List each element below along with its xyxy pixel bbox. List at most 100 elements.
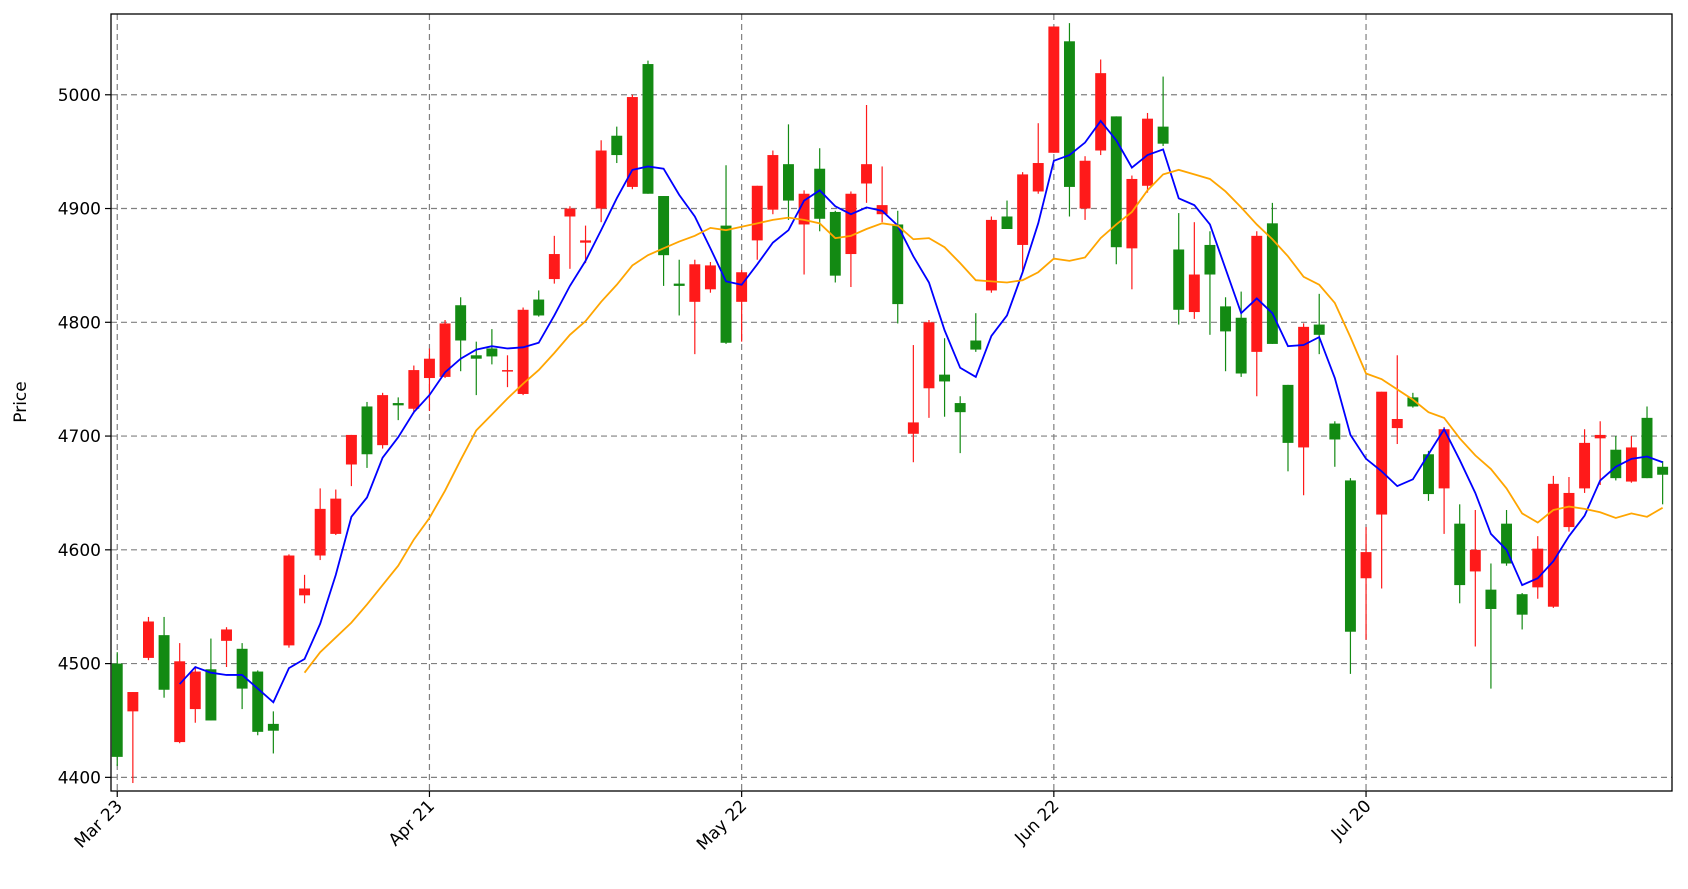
candle-body [1017, 174, 1029, 245]
y-tick-label: 4700 [58, 427, 101, 447]
candle-body [1157, 126, 1169, 144]
candle-body [580, 240, 592, 243]
candle-body [1220, 306, 1232, 332]
candle-body [751, 185, 763, 241]
candle-body [1344, 480, 1356, 632]
candle-body [814, 168, 826, 219]
candle-body [470, 355, 482, 359]
candle-body [1563, 492, 1575, 528]
candle-body [127, 692, 139, 712]
candle-body [1360, 552, 1372, 579]
candle-body [658, 196, 670, 256]
candle-body [704, 265, 716, 290]
candle-body [985, 219, 997, 291]
candle-body [1579, 442, 1591, 489]
y-tick-label: 5000 [58, 86, 101, 106]
y-tick-label: 4400 [58, 768, 101, 788]
candle-body [408, 370, 420, 409]
candle-body [252, 671, 264, 732]
candle-body [1298, 326, 1310, 448]
candle-body [1625, 447, 1637, 482]
candle-body [221, 629, 232, 641]
x-tick-label: Jun 22 [1011, 796, 1064, 849]
candle-body [533, 299, 545, 316]
candle-body [970, 340, 982, 350]
candle-body [548, 254, 560, 280]
candle-body [861, 164, 872, 184]
x-tick-label: Apr 21 [385, 796, 439, 850]
candle-body [502, 370, 513, 372]
plot-frame [110, 13, 1673, 792]
y-tick-label: 4900 [58, 200, 101, 220]
candle-body [876, 205, 888, 215]
candle-body [595, 150, 607, 209]
candle-body [611, 135, 623, 156]
candle-body [455, 305, 467, 341]
candle-body [1173, 249, 1185, 310]
candle-body [1485, 589, 1497, 609]
candle-body [236, 648, 248, 689]
candle-body [345, 434, 357, 465]
candle-body [626, 97, 638, 187]
candle-body [1610, 449, 1622, 479]
candle-body [392, 403, 404, 406]
moving-average-line [303, 168, 1664, 674]
candle-body [892, 224, 904, 305]
candle-body [1048, 26, 1060, 153]
candle-body [1188, 274, 1200, 313]
candle-body [798, 193, 810, 225]
candle-body [1282, 384, 1294, 443]
candle-body [1126, 178, 1138, 249]
candle-body [1594, 434, 1606, 439]
candle-body [642, 64, 654, 194]
candle-body [158, 635, 170, 690]
candle-body [845, 193, 857, 255]
x-tick-label: Jul 20 [1327, 796, 1375, 844]
candle-body [439, 323, 451, 377]
candle-body [283, 555, 295, 646]
candle-body [111, 663, 123, 757]
candle-body [1204, 244, 1216, 275]
candle-body [1469, 549, 1481, 572]
candle-body [330, 498, 342, 534]
candle-body [1376, 391, 1388, 515]
candle-body [174, 661, 186, 743]
candle-body [1547, 483, 1559, 607]
candle-body [1235, 317, 1247, 374]
candle-body [267, 723, 279, 731]
candle-body [1079, 160, 1091, 209]
candle-body [1063, 41, 1075, 187]
y-tick-label: 4800 [58, 313, 101, 333]
candle-body [1266, 223, 1278, 344]
candle-body [143, 621, 154, 658]
candle-body [1641, 417, 1653, 479]
candle-body [423, 358, 435, 379]
y-tick-label: 4600 [58, 541, 101, 561]
candle-body [517, 309, 529, 394]
candle-body [829, 211, 841, 276]
candle-body [1251, 235, 1263, 352]
candle-body [1313, 324, 1325, 335]
candle-body [720, 225, 732, 343]
candle-body [907, 422, 919, 434]
candle-body [1532, 548, 1544, 588]
candle-body [299, 588, 311, 596]
candle-body [1391, 418, 1403, 429]
candle-body [954, 403, 966, 413]
candle-body [736, 272, 748, 302]
candle-body [1423, 454, 1434, 495]
x-tick-label: Mar 23 [71, 796, 127, 852]
candle-body [1407, 397, 1419, 407]
candle-body [783, 164, 794, 201]
candle-body [314, 508, 326, 556]
candle-body [205, 669, 217, 721]
candle-body [1657, 466, 1669, 475]
candle-body [1516, 594, 1528, 615]
candle-body [1001, 216, 1013, 230]
candle-body [377, 395, 389, 446]
y-axis-label: Price [11, 381, 31, 422]
candle-body [361, 406, 373, 455]
candle-body [767, 155, 779, 210]
x-tick-label: May 22 [693, 796, 751, 854]
candle-body [923, 322, 935, 389]
